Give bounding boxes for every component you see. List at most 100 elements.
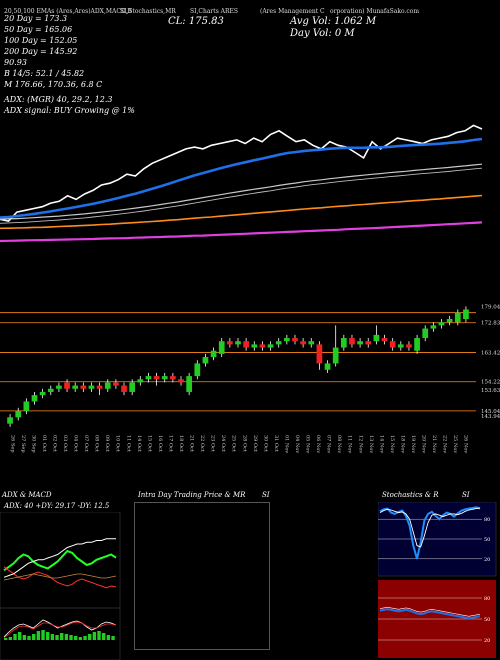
candle-body — [15, 410, 22, 418]
macd-histogram-bar — [46, 632, 50, 640]
macd-histogram-bar — [64, 634, 69, 640]
candle-body — [430, 325, 437, 329]
date-tick-label: 14 Nov — [378, 435, 384, 453]
date-tick-label: 30 Oct — [262, 435, 268, 452]
date-tick-label: 02 Oct — [52, 435, 58, 452]
macd-histogram-bar — [4, 638, 8, 640]
stoch-tick-label: 80 — [484, 517, 490, 523]
mrsi-series-overlay — [379, 606, 481, 617]
date-tick-label: 21 Oct — [189, 435, 195, 452]
date-tick-label: 03 Oct — [62, 435, 68, 452]
adx-label: ADX: (MGR) 40, 29.2, 12.3 — [4, 95, 113, 104]
date-tick-label: 19 Nov — [410, 435, 416, 453]
date-tick-label: 15 Nov — [389, 435, 395, 453]
mrsi-series — [379, 608, 481, 620]
date-tick-label: 22 Nov — [442, 435, 448, 453]
candle-body — [397, 344, 404, 348]
date-tick-label: 10 Oct — [115, 435, 121, 452]
date-tick-label: 11 Oct — [125, 435, 131, 452]
header-part-5: orporation) MunafaSako.com — [330, 8, 420, 15]
date-tick-label: 08 Nov — [336, 435, 342, 453]
candle-body — [227, 341, 233, 345]
date-tick-label: 21 Nov — [431, 435, 437, 453]
date-tick-label: 14 Oct — [136, 435, 142, 452]
macd-histogram-bar — [13, 634, 17, 640]
ema-line-chart — [0, 124, 483, 243]
date-tick-label: 25 Nov — [452, 435, 458, 453]
adx-signal-label: ADX signal: BUY Growing @ 1% — [4, 106, 135, 115]
candle-body — [88, 385, 95, 389]
macd-histogram-bar — [36, 631, 41, 640]
date-tick-label: 18 Nov — [400, 435, 406, 453]
candle-body — [308, 341, 315, 345]
header-source: 20,50,100 EMAs (Ares,Ares)ADX,MACD,B — [4, 8, 132, 15]
date-tick-label: 01 Nov — [284, 435, 290, 453]
candle-body — [56, 385, 62, 389]
ema-series-100-day — [0, 194, 483, 230]
adx-panel-title: ADX & MACD — [2, 491, 52, 499]
close-price: CL: 175.83 — [168, 16, 224, 27]
candle-body — [446, 319, 453, 323]
ema-series-200-day — [0, 221, 483, 243]
date-tick-label: 09 Oct — [104, 435, 110, 452]
date-tick-label: 16 Oct — [157, 435, 163, 452]
adx-series-reference — [3, 573, 117, 581]
macd-histogram-bar — [92, 632, 97, 640]
candle-body — [235, 341, 241, 345]
ema-series-price — [0, 124, 483, 222]
macd-histogram-bar — [60, 633, 64, 640]
candle-body — [39, 391, 46, 396]
date-tick-label: 31 Oct — [273, 435, 279, 452]
date-tick-label: 06 Nov — [315, 435, 321, 453]
date-tick-label: 26 Sep — [9, 435, 15, 453]
candle-body — [96, 385, 103, 389]
price-tick-label: 153.63 — [481, 388, 500, 394]
ema-extra-label: 90.93 — [4, 58, 27, 67]
avg-volume: Avg Vol: 1.062 M — [290, 16, 377, 27]
macd-histogram-bar — [102, 633, 106, 640]
candle-body — [31, 395, 38, 402]
candle-body — [463, 309, 469, 320]
bb-label: B 14/5: 52.1 / 45.82 — [4, 69, 85, 78]
date-tick-label: 08 Oct — [94, 435, 100, 452]
adx-series-dy — [3, 566, 117, 589]
candle-body — [72, 385, 79, 389]
candle-body — [161, 376, 168, 380]
candle-body — [251, 344, 258, 348]
intraday-panel — [134, 502, 270, 650]
candle-body — [438, 322, 445, 326]
ema20-label: 20 Day = 173.3 — [4, 14, 68, 23]
price-tick-label: 172.83 — [481, 321, 500, 327]
date-axis: 26 Sep 27 Sep 30 Sep 01 Oct 02 Oct 03 Oct 04 O… — [9, 435, 468, 453]
candle-body — [210, 350, 217, 358]
candle-body — [340, 338, 347, 348]
ema-series-50-day — [0, 163, 483, 220]
header-part-2: SI,Stochastics,MR — [120, 8, 176, 15]
macd-histogram-bar — [8, 637, 13, 640]
date-tick-label: 07 Oct — [83, 435, 89, 452]
intraday-panel-title: Intra Day Trading Price & MR — [138, 491, 246, 499]
candle-body — [283, 338, 290, 342]
candle-body — [292, 338, 298, 342]
macd-label: M 176.66, 170.36, 6.8 C — [4, 80, 103, 89]
macd-histogram-bar — [69, 635, 73, 640]
date-tick-label: 22 Oct — [199, 435, 205, 452]
date-tick-label: 24 Oct — [220, 435, 226, 452]
candle-body — [259, 344, 266, 348]
macd-histogram-bar — [50, 634, 55, 640]
price-tick-label: 179.04 — [481, 304, 500, 310]
candle-body — [129, 382, 136, 392]
candle-body — [186, 376, 193, 392]
macd-histogram-bar — [88, 634, 92, 640]
macd-histogram-bar — [111, 636, 115, 640]
candle-body — [7, 417, 13, 424]
day-volume: Day Vol: 0 M — [290, 28, 355, 39]
adx-series-adx — [3, 538, 116, 578]
candle-body — [23, 401, 30, 411]
candle-body — [153, 376, 160, 380]
candle-body — [104, 382, 111, 389]
adx-panel-values: ADX: 40 +DY: 29.17 -DY: 12.5 — [4, 502, 110, 510]
ema-series-20-day — [0, 137, 483, 219]
date-tick-label: 28 Oct — [241, 435, 247, 452]
candle-body — [300, 341, 306, 345]
